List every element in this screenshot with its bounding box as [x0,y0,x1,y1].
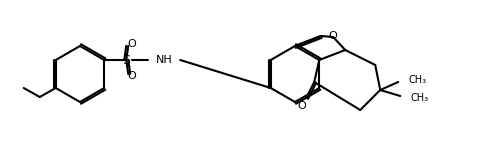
Text: O: O [329,31,337,41]
Text: O: O [128,39,137,49]
Text: S: S [122,53,130,66]
Text: CH₃: CH₃ [410,93,428,103]
Text: NH: NH [156,55,173,65]
Text: CH₃: CH₃ [408,75,426,85]
Text: O: O [298,101,307,111]
Text: O: O [128,71,137,81]
